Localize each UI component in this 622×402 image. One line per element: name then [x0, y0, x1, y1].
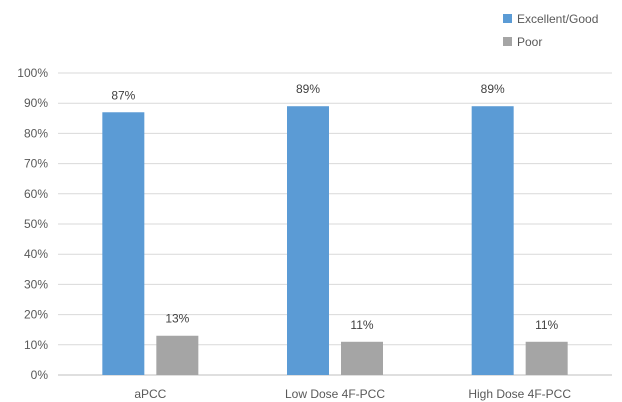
x-axis-tick-labels: aPCC Low Dose 4F-PCC High Dose 4F-PCC: [134, 387, 571, 401]
data-labels: 87% 13% 89% 11% 89% 11%: [111, 82, 558, 332]
gridlines: [58, 72, 612, 376]
legend-label: Poor: [517, 35, 542, 49]
y-tick-label: 100%: [17, 66, 48, 80]
bar-poor: [525, 341, 568, 375]
y-tick-label: 80%: [24, 126, 48, 140]
data-label: 11%: [535, 318, 558, 332]
y-tick-label: 40%: [24, 247, 48, 261]
y-tick-label: 10%: [24, 338, 48, 352]
y-axis-tick-labels: 0% 10% 20% 30% 40% 50% 60% 70% 80% 90% 100%: [17, 66, 48, 382]
bar-poor: [156, 335, 199, 375]
bar-excellent-good: [471, 106, 514, 375]
bars: [102, 106, 568, 375]
x-tick-label: Low Dose 4F-PCC: [285, 387, 385, 401]
legend-swatch: [503, 37, 512, 46]
y-tick-label: 0%: [31, 368, 49, 382]
data-label: 89%: [481, 82, 505, 96]
y-tick-label: 70%: [24, 157, 48, 171]
y-tick-label: 50%: [24, 217, 48, 231]
legend: Excellent/Good Poor: [503, 12, 598, 49]
y-tick-label: 60%: [24, 187, 48, 201]
legend-swatch: [503, 14, 512, 23]
bar-poor: [341, 341, 383, 375]
y-tick-label: 30%: [24, 277, 48, 291]
bar-excellent-good: [102, 112, 145, 375]
x-tick-label: aPCC: [134, 387, 166, 401]
bar-excellent-good: [287, 106, 329, 375]
data-label: 87%: [111, 88, 135, 102]
data-label: 89%: [296, 82, 320, 96]
data-label: 11%: [350, 318, 373, 332]
y-tick-label: 20%: [24, 308, 48, 322]
y-tick-label: 90%: [24, 96, 48, 110]
x-tick-label: High Dose 4F-PCC: [468, 387, 571, 401]
data-label: 13%: [165, 312, 189, 326]
legend-label: Excellent/Good: [517, 12, 598, 26]
